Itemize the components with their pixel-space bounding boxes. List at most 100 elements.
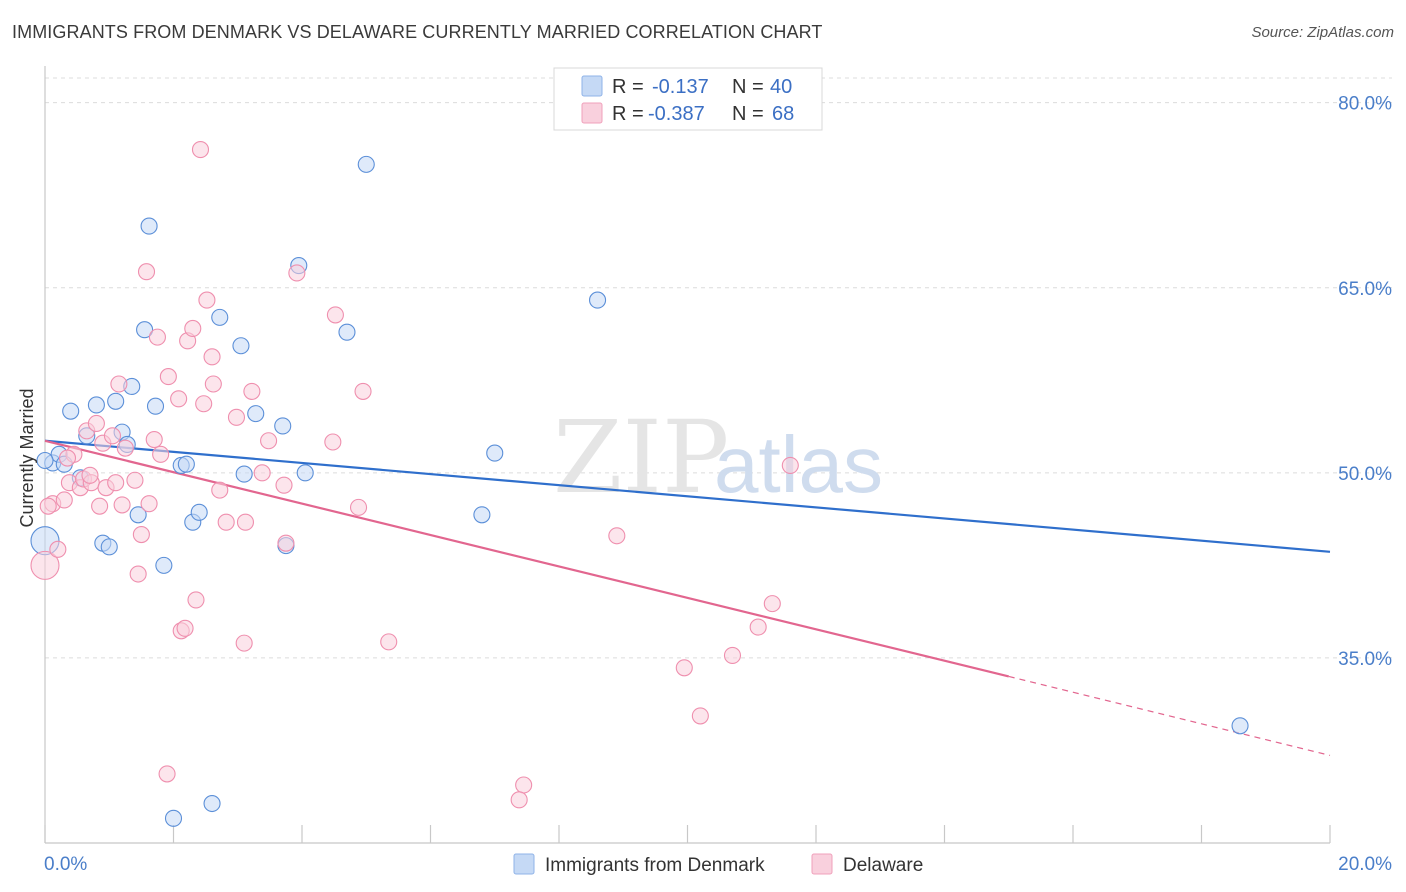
- point-denmark: [338, 323, 356, 341]
- point-delaware: [253, 464, 271, 482]
- bottom-legend: Immigrants from Denmark Delaware: [513, 853, 923, 876]
- point-delaware: [217, 513, 235, 531]
- point-denmark: [164, 809, 183, 827]
- point-delaware: [191, 141, 210, 159]
- point-denmark: [235, 465, 253, 483]
- point-delaware: [608, 527, 626, 545]
- point-delaware: [103, 427, 122, 445]
- legend-n-label-2: N =: [732, 103, 764, 125]
- point-delaware: [113, 496, 131, 514]
- point-denmark: [36, 451, 54, 470]
- bottom-legend-swatch-delaware: [811, 853, 833, 875]
- point-denmark: [136, 321, 154, 339]
- point-denmark: [140, 217, 158, 235]
- point-denmark: [274, 417, 292, 435]
- point-delaware: [380, 633, 398, 651]
- point-delaware: [349, 498, 368, 516]
- point-delaware: [110, 375, 128, 393]
- point-delaware: [159, 368, 177, 386]
- point-delaware: [49, 540, 67, 558]
- point-delaware: [763, 595, 781, 613]
- point-delaware: [236, 513, 255, 531]
- point-delaware: [137, 263, 156, 281]
- point-delaware: [152, 445, 170, 463]
- point-delaware: [275, 476, 293, 494]
- point-delaware: [187, 591, 205, 609]
- gridlines: [45, 77, 1392, 659]
- point-delaware: [675, 659, 693, 677]
- point-delaware: [91, 497, 109, 515]
- point-delaware: [749, 618, 767, 636]
- y-tick-label: 65.0%: [1338, 279, 1392, 300]
- trend-lines: [44, 439, 1331, 756]
- point-denmark: [588, 291, 607, 309]
- legend-swatch-delaware: [581, 102, 603, 124]
- point-denmark: [177, 455, 195, 473]
- data-points: [30, 141, 1249, 827]
- point-delaware: [158, 765, 176, 783]
- point-denmark: [190, 503, 208, 521]
- point-denmark: [296, 464, 314, 482]
- point-delaware: [288, 264, 306, 282]
- point-denmark: [129, 506, 147, 524]
- trend-line-delaware-extension: [1008, 675, 1331, 756]
- point-denmark: [232, 337, 250, 355]
- point-denmark: [473, 506, 491, 524]
- point-delaware: [243, 382, 261, 400]
- point-delaware: [260, 432, 278, 450]
- point-denmark: [357, 155, 375, 173]
- point-delaware: [39, 497, 57, 515]
- legend-r-label-2: R =: [612, 103, 644, 125]
- point-denmark: [87, 396, 105, 414]
- point-delaware: [781, 456, 799, 474]
- point-delaware: [126, 471, 144, 489]
- point-delaware: [170, 390, 188, 408]
- point-delaware: [140, 495, 158, 513]
- legend-n-label-1: N =: [732, 76, 764, 98]
- point-delaware: [211, 481, 229, 499]
- point-denmark: [203, 794, 221, 813]
- trend-line-delaware: [44, 439, 1010, 678]
- point-delaware: [203, 348, 221, 366]
- point-delaware: [195, 395, 213, 413]
- y-tick-label: 80.0%: [1338, 94, 1392, 115]
- point-denmark: [100, 538, 118, 556]
- point-denmark: [155, 556, 173, 574]
- point-delaware: [515, 776, 533, 794]
- legend-n-value-2: 68: [772, 103, 794, 125]
- point-delaware: [326, 306, 344, 324]
- point-delaware: [30, 550, 60, 580]
- point-delaware: [176, 619, 194, 637]
- point-delaware: [129, 565, 147, 583]
- legend-swatch-denmark: [581, 75, 603, 97]
- bottom-legend-label-denmark: Immigrants from Denmark: [545, 855, 765, 876]
- chart-title: IMMIGRANTS FROM DENMARK VS DELAWARE CURR…: [12, 22, 823, 42]
- point-delaware: [354, 382, 372, 400]
- point-delaware: [198, 291, 216, 309]
- tick-labels: 35.0% 50.0% 65.0% 80.0% 0.0% 20.0%: [44, 94, 1392, 875]
- bottom-legend-swatch-denmark: [513, 853, 535, 875]
- point-delaware: [81, 466, 99, 484]
- legend-n-value-1: 40: [770, 76, 792, 98]
- point-delaware: [204, 375, 222, 393]
- point-denmark: [486, 444, 504, 462]
- source-label: Source: ZipAtlas.com: [1251, 24, 1394, 41]
- point-delaware: [145, 430, 163, 449]
- legend-r-value-2: -0.387: [648, 103, 705, 125]
- point-delaware: [148, 328, 166, 346]
- point-delaware: [55, 491, 73, 509]
- point-delaware: [324, 433, 342, 451]
- point-delaware: [184, 319, 202, 338]
- legend-r-label-1: R =: [612, 76, 644, 98]
- trend-line-denmark: [44, 439, 1331, 553]
- point-denmark: [146, 397, 165, 415]
- bottom-legend-label-delaware: Delaware: [843, 855, 923, 876]
- legend: R = -0.137 N = 40 R = -0.387 N = 68: [553, 67, 823, 131]
- point-delaware: [691, 707, 709, 725]
- point-denmark: [211, 308, 229, 326]
- x-tick-label: 20.0%: [1338, 854, 1392, 875]
- point-denmark: [247, 405, 265, 423]
- point-delaware: [107, 474, 125, 492]
- point-denmark: [107, 392, 125, 410]
